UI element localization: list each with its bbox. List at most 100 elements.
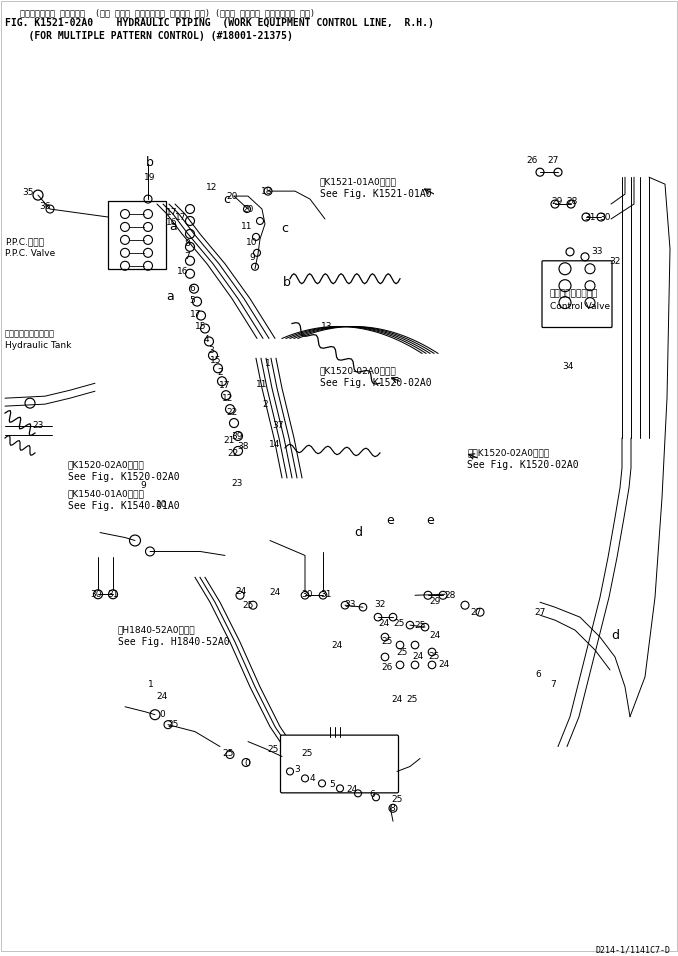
Text: See Fig. K1520-02A0: See Fig. K1520-02A0 (467, 460, 578, 469)
Text: 25: 25 (301, 750, 313, 758)
Text: 15: 15 (195, 322, 207, 331)
Text: P.P.C.バルブ: P.P.C.バルブ (5, 237, 44, 247)
FancyBboxPatch shape (542, 261, 612, 328)
Text: 第H1840-52A0図参照: 第H1840-52A0図参照 (118, 625, 196, 635)
Text: 9: 9 (140, 481, 146, 490)
Text: D214-1/1141C7-D: D214-1/1141C7-D (595, 945, 670, 955)
Text: 11: 11 (241, 223, 253, 231)
Text: e: e (386, 514, 394, 527)
Text: 33: 33 (344, 599, 356, 609)
Text: 24: 24 (157, 692, 167, 702)
Text: 22: 22 (227, 449, 239, 459)
Text: 24: 24 (332, 641, 342, 649)
Text: 6: 6 (535, 670, 541, 680)
Text: 0: 0 (159, 710, 165, 719)
Text: 30: 30 (90, 590, 102, 598)
Text: 37: 37 (273, 421, 284, 429)
Text: 28: 28 (444, 591, 456, 599)
Text: 6: 6 (189, 284, 195, 293)
Text: 16: 16 (177, 268, 188, 276)
Text: ご第K1520-02A0図参照: ご第K1520-02A0図参照 (467, 448, 549, 457)
Text: 25: 25 (381, 637, 393, 645)
Text: 21: 21 (223, 437, 235, 445)
Text: 27: 27 (547, 156, 559, 164)
Text: a: a (166, 290, 174, 303)
Text: 23: 23 (231, 479, 243, 489)
Text: 19: 19 (144, 173, 156, 182)
Text: 2: 2 (262, 400, 268, 408)
Text: 26: 26 (381, 663, 393, 672)
Text: P.P.C. Valve: P.P.C. Valve (5, 250, 55, 258)
Text: 38: 38 (237, 443, 249, 451)
Text: b: b (283, 276, 291, 290)
Text: 29: 29 (551, 197, 563, 206)
Text: (FOR MULTIPLE PATTERN CONTROL) (#18001-21375): (FOR MULTIPLE PATTERN CONTROL) (#18001-2… (5, 31, 293, 41)
Text: See Fig. K1520-02A0: See Fig. K1520-02A0 (320, 379, 432, 388)
Text: コントロールバルブ: コントロールバルブ (550, 289, 599, 298)
Text: 13: 13 (321, 322, 333, 331)
Text: 27: 27 (534, 608, 546, 617)
Text: 12: 12 (206, 183, 218, 191)
Text: ハイドロリック パイピング  (サギ ヨウキ コントロール ライン， ミギ) (マルチ パターン コントロール ヨウ): ハイドロリック パイピング (サギ ヨウキ コントロール ライン， ミギ) (マ… (20, 8, 315, 17)
Text: 28: 28 (566, 197, 578, 206)
Text: 15: 15 (210, 356, 222, 365)
Text: d: d (354, 526, 362, 539)
Text: 24: 24 (412, 653, 424, 662)
Text: 30: 30 (599, 212, 611, 222)
Text: Hydraulic Tank: Hydraulic Tank (5, 341, 71, 350)
Text: See Fig. K1521-01A0: See Fig. K1521-01A0 (320, 189, 432, 199)
Text: 25: 25 (428, 653, 440, 662)
Text: 6: 6 (369, 790, 375, 799)
Text: 7: 7 (550, 681, 556, 689)
Text: 17: 17 (219, 380, 231, 390)
Text: See Fig. H1840-52A0: See Fig. H1840-52A0 (118, 637, 230, 647)
Text: 35: 35 (22, 187, 34, 197)
Text: 第K1520-02A0図参照: 第K1520-02A0図参照 (68, 461, 144, 469)
Text: 22: 22 (226, 407, 237, 417)
Text: 第K1540-01A0図参照: 第K1540-01A0図参照 (68, 489, 145, 498)
Text: 34: 34 (562, 361, 574, 371)
Text: d: d (611, 629, 619, 641)
Text: 26: 26 (526, 156, 538, 164)
Text: 7: 7 (184, 252, 190, 261)
Text: See Fig. K1540-01A0: See Fig. K1540-01A0 (68, 501, 180, 511)
Text: 25: 25 (393, 619, 405, 628)
Text: 24: 24 (429, 631, 441, 640)
Text: 3: 3 (208, 346, 214, 355)
Text: 32: 32 (374, 599, 386, 609)
Text: 20: 20 (242, 205, 254, 213)
Text: 29: 29 (429, 597, 441, 606)
Text: 32: 32 (610, 257, 620, 267)
Text: 17: 17 (166, 207, 178, 216)
Text: 4: 4 (203, 335, 209, 344)
Text: 0: 0 (244, 759, 250, 768)
Text: 25: 25 (406, 695, 418, 705)
Text: 17: 17 (175, 212, 186, 222)
Text: 12: 12 (222, 394, 234, 402)
Text: 25: 25 (242, 600, 254, 610)
Text: 8: 8 (184, 239, 190, 249)
Text: 9: 9 (249, 253, 255, 262)
Bar (108, 201, 166, 269)
Text: 24: 24 (439, 661, 450, 669)
Text: 24: 24 (378, 619, 390, 628)
Text: 31: 31 (320, 590, 332, 598)
Text: 23: 23 (33, 421, 43, 429)
Text: 第K1521-01A0図参照: 第K1521-01A0図参照 (320, 178, 397, 186)
Text: 5: 5 (189, 296, 195, 305)
Text: 3: 3 (294, 765, 300, 774)
Text: e: e (426, 514, 434, 527)
Text: 25: 25 (397, 648, 407, 658)
Text: 20: 20 (226, 191, 238, 201)
Text: 31: 31 (107, 590, 119, 598)
Text: FIG. K1521-02A0    HYDRAULIC PIPING  (WORK EQUIPMENT CONTROL LINE,  R.H.): FIG. K1521-02A0 HYDRAULIC PIPING (WORK E… (5, 18, 434, 28)
Text: 31: 31 (584, 212, 596, 222)
Text: 10: 10 (246, 238, 258, 248)
Text: 8: 8 (389, 804, 395, 813)
Text: 25: 25 (222, 750, 234, 758)
Text: 5: 5 (329, 780, 335, 789)
Text: a: a (169, 221, 177, 233)
Text: 36: 36 (39, 202, 51, 210)
Text: 39: 39 (231, 432, 243, 442)
Text: See Fig. K1520-02A0: See Fig. K1520-02A0 (68, 472, 180, 482)
